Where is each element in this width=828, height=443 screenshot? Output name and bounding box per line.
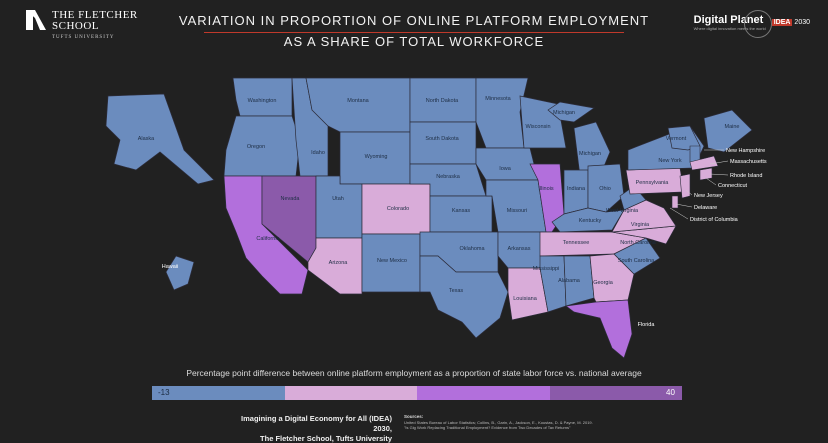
label-texas: Texas [449, 288, 464, 294]
callout-connecticut: Connecticut [718, 183, 748, 189]
state-washington [233, 78, 292, 116]
label-pennsylvania: Pennsylvania [636, 180, 670, 186]
label-utah: Utah [332, 196, 344, 202]
label-hawaii: Hawaii [162, 264, 179, 270]
label-minnesota: Minnesota [485, 96, 511, 102]
label-ohio: Ohio [599, 186, 611, 192]
state-indiana [564, 170, 588, 214]
label-tennessee: Tennessee [563, 240, 590, 246]
label-louisiana: Louisiana [513, 296, 537, 302]
label-west-virginia: West Virginia [606, 208, 639, 214]
legend-min-value: -13 [158, 388, 170, 397]
footer-credit: Imagining a Digital Economy for All (IDE… [222, 414, 392, 443]
footer-sources: Sources: United States Bureau of Labor S… [404, 414, 644, 430]
state-arizona [308, 238, 362, 294]
label-illinois: Illinois [538, 186, 554, 192]
callout-line-delaware [676, 204, 692, 207]
label-wyoming: Wyoming [365, 154, 388, 160]
label-florida: Florida [638, 322, 656, 328]
legend-bin-1 [152, 386, 285, 400]
label-maine: Maine [725, 124, 740, 130]
label-washington: Washington [248, 98, 277, 104]
state-new-jersey [680, 174, 690, 198]
callout-delaware: Delaware [694, 205, 717, 211]
state-minnesota [476, 78, 528, 148]
label-georgia: Georgia [593, 280, 614, 286]
label-california: California [256, 236, 280, 242]
label-alaska: Alaska [138, 136, 155, 142]
label-montana: Montana [347, 98, 369, 104]
legend-max-value: 40 [666, 388, 675, 397]
callout-line-district-of-columbia [670, 208, 688, 219]
state-delaware [672, 196, 678, 208]
label-idaho: Idaho [311, 150, 325, 156]
callout-line-rhode-island [710, 174, 728, 175]
label-vermont: Vermont [666, 136, 687, 142]
label-kentucky: Kentucky [579, 218, 602, 224]
state-utah [316, 176, 362, 238]
legend-bin-3 [417, 386, 550, 400]
label-nevada: Nevada [281, 196, 301, 202]
legend-bin-4 [550, 386, 683, 400]
callout-new-jersey: New Jersey [694, 193, 723, 199]
state-missouri [486, 180, 546, 232]
label-south-carolina: South Carolina [618, 258, 655, 264]
state-iowa [476, 148, 538, 180]
callout-new-hampshire: New Hampshire [726, 148, 765, 154]
label-oklahoma: Oklahoma [459, 246, 485, 252]
state-south-dakota [410, 122, 476, 164]
label-michigan-upper: Michigan [553, 110, 575, 116]
label-colorado: Colorado [387, 206, 409, 212]
callout-rhode-island: Rhode Island [730, 173, 762, 179]
label-michigan: Michigan [579, 151, 601, 157]
label-north-carolina: North Carolina [620, 240, 656, 246]
label-kansas: Kansas [452, 208, 471, 214]
label-missouri: Missouri [507, 208, 527, 214]
label-new-mexico: New Mexico [377, 258, 407, 264]
callout-line-connecticut [706, 178, 716, 185]
legend-bin-2 [285, 386, 418, 400]
label-iowa: Iowa [499, 166, 512, 172]
label-alabama: Alabama [558, 278, 581, 284]
label-new-york: New York [658, 158, 681, 164]
footer-line-1: Imagining a Digital Economy for All (IDE… [222, 414, 392, 434]
label-nebraska: Nebraska [436, 174, 460, 180]
label-virginia: Virginia [631, 222, 650, 228]
state-kansas [430, 196, 492, 232]
legend-bar [152, 386, 682, 400]
label-arkansas: Arkansas [508, 246, 531, 252]
legend-title: Percentage point difference between onli… [0, 368, 828, 378]
label-arizona: Arizona [329, 260, 349, 266]
state-maine [704, 110, 752, 152]
label-mississippi: Mississippi [533, 266, 560, 272]
state-hawaii [166, 256, 194, 290]
label-oregon: Oregon [247, 144, 265, 150]
label-south-dakota: South Dakota [425, 136, 459, 142]
callout-massachusetts: Massachusetts [730, 159, 767, 165]
callout-district-of-columbia: District of Columbia [690, 217, 739, 223]
sources-line-2: "Is Gig Work Replacing Traditional Emplo… [404, 425, 644, 430]
label-wisconsin: Wisconsin [525, 124, 550, 130]
state-florida [566, 300, 632, 358]
label-indiana: Indiana [567, 186, 586, 192]
state-alaska [106, 94, 214, 184]
label-north-dakota: North Dakota [426, 98, 459, 104]
